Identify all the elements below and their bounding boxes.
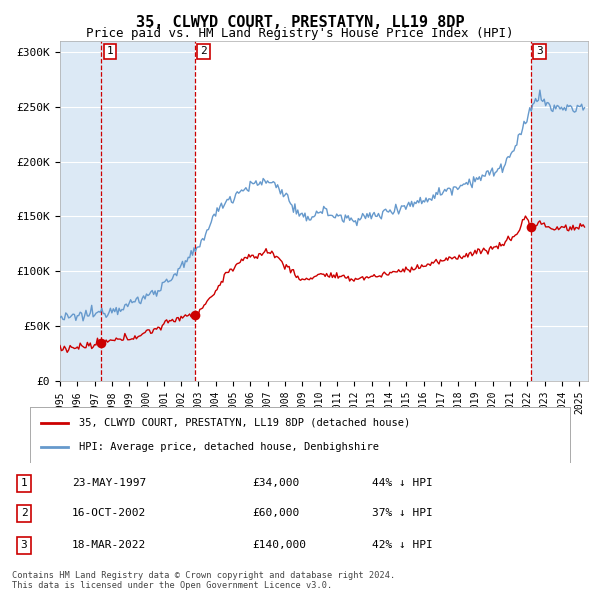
Text: Contains HM Land Registry data © Crown copyright and database right 2024.: Contains HM Land Registry data © Crown c…: [12, 571, 395, 580]
Text: 18-MAR-2022: 18-MAR-2022: [72, 540, 146, 550]
Text: HPI: Average price, detached house, Denbighshire: HPI: Average price, detached house, Denb…: [79, 442, 379, 453]
Text: 37% ↓ HPI: 37% ↓ HPI: [372, 509, 433, 518]
Text: 44% ↓ HPI: 44% ↓ HPI: [372, 478, 433, 488]
Text: £140,000: £140,000: [252, 540, 306, 550]
Text: This data is licensed under the Open Government Licence v3.0.: This data is licensed under the Open Gov…: [12, 581, 332, 590]
Text: 3: 3: [20, 540, 28, 550]
Bar: [60, 41, 101, 381]
Text: 2: 2: [20, 509, 28, 518]
Text: 1: 1: [106, 47, 113, 57]
Text: 2: 2: [200, 47, 207, 57]
Text: 3: 3: [536, 47, 543, 57]
Text: 16-OCT-2002: 16-OCT-2002: [72, 509, 146, 518]
Text: Price paid vs. HM Land Registry's House Price Index (HPI): Price paid vs. HM Land Registry's House …: [86, 27, 514, 40]
Bar: [101, 41, 195, 381]
Text: 35, CLWYD COURT, PRESTATYN, LL19 8DP (detached house): 35, CLWYD COURT, PRESTATYN, LL19 8DP (de…: [79, 418, 410, 428]
Text: 1: 1: [20, 478, 28, 488]
Text: £34,000: £34,000: [252, 478, 299, 488]
Text: 42% ↓ HPI: 42% ↓ HPI: [372, 540, 433, 550]
Text: £60,000: £60,000: [252, 509, 299, 518]
Bar: [531, 41, 588, 381]
Text: 35, CLWYD COURT, PRESTATYN, LL19 8DP: 35, CLWYD COURT, PRESTATYN, LL19 8DP: [136, 15, 464, 30]
Text: 23-MAY-1997: 23-MAY-1997: [72, 478, 146, 488]
